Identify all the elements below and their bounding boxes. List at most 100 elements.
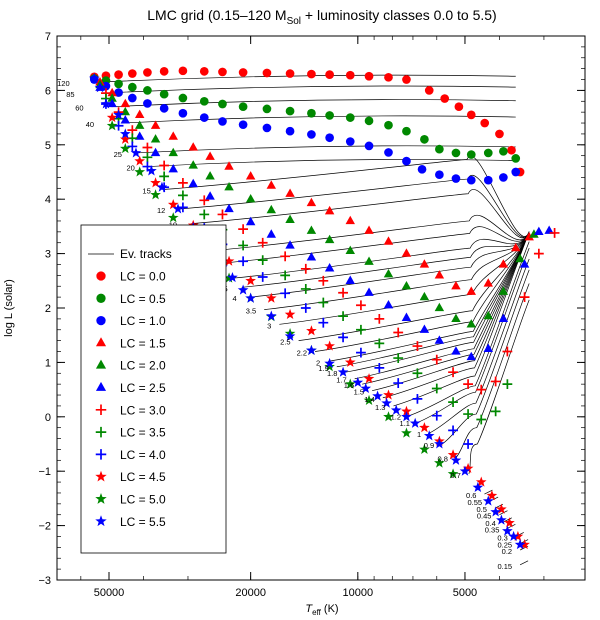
data-point bbox=[285, 106, 295, 116]
y-tick-label: 1 bbox=[45, 357, 51, 369]
data-point bbox=[199, 195, 210, 206]
data-point bbox=[356, 347, 366, 358]
evolutionary-track bbox=[191, 189, 530, 239]
data-point bbox=[257, 237, 268, 248]
data-point bbox=[435, 144, 444, 154]
y-tick-label: 2 bbox=[45, 303, 51, 315]
data-point bbox=[307, 130, 316, 139]
data-point bbox=[143, 86, 152, 95]
legend-label: LC = 2.5 bbox=[120, 381, 166, 395]
data-point bbox=[300, 284, 311, 294]
data-point bbox=[511, 167, 521, 177]
data-point bbox=[533, 248, 544, 259]
data-point bbox=[120, 115, 131, 124]
data-point bbox=[318, 317, 329, 328]
evolutionary-track bbox=[393, 231, 530, 407]
data-point bbox=[338, 332, 348, 343]
mass-label: 2.5 bbox=[280, 338, 290, 347]
data-point bbox=[280, 270, 291, 281]
data-point bbox=[420, 135, 429, 144]
data-point bbox=[257, 272, 268, 282]
data-point bbox=[499, 146, 508, 156]
data-point bbox=[345, 113, 355, 122]
data-point bbox=[199, 209, 210, 220]
legend-marker bbox=[95, 470, 107, 482]
data-point bbox=[381, 397, 392, 408]
data-point bbox=[383, 411, 394, 422]
data-point bbox=[364, 116, 374, 126]
data-point bbox=[325, 70, 334, 79]
legend-label: LC = 0.5 bbox=[120, 292, 166, 306]
data-point bbox=[266, 180, 277, 189]
legend-marker bbox=[95, 493, 107, 504]
data-point bbox=[344, 356, 356, 367]
data-point bbox=[344, 378, 356, 389]
data-point bbox=[114, 88, 123, 97]
data-point bbox=[150, 177, 161, 188]
data-point bbox=[134, 166, 146, 177]
evolutionary-track bbox=[97, 74, 516, 83]
data-point bbox=[168, 164, 178, 173]
data-point bbox=[245, 275, 256, 286]
mass-label: 0.5 bbox=[476, 505, 486, 514]
data-point bbox=[120, 98, 131, 108]
data-point bbox=[143, 99, 152, 108]
data-point bbox=[127, 69, 137, 78]
data-point bbox=[352, 376, 364, 388]
mass-label: 2 bbox=[316, 358, 320, 367]
data-point bbox=[285, 126, 295, 136]
data-point bbox=[142, 142, 153, 153]
data-point bbox=[544, 225, 554, 234]
y-tick-label: −3 bbox=[38, 575, 51, 587]
legend-label: LC = 3.5 bbox=[120, 426, 166, 440]
data-point bbox=[519, 292, 530, 303]
data-point bbox=[364, 225, 374, 234]
data-point bbox=[238, 256, 249, 267]
evolutionary-track bbox=[264, 231, 530, 310]
mass-label: 20 bbox=[127, 164, 135, 173]
x-tick-label: 5000 bbox=[453, 587, 477, 599]
data-point bbox=[338, 287, 348, 298]
data-point bbox=[534, 226, 544, 235]
data-point bbox=[107, 98, 117, 108]
data-point bbox=[188, 160, 198, 169]
x-tick-label: 20000 bbox=[235, 587, 266, 599]
data-point bbox=[205, 171, 215, 180]
evolutionary-track bbox=[372, 231, 530, 392]
data-point bbox=[383, 300, 394, 309]
evolutionary-track bbox=[455, 283, 530, 458]
y-tick-label: −1 bbox=[38, 466, 51, 478]
data-markers bbox=[88, 66, 560, 550]
data-point bbox=[356, 300, 366, 311]
data-point bbox=[318, 297, 329, 308]
data-point bbox=[364, 71, 374, 81]
data-point bbox=[100, 98, 112, 109]
data-point bbox=[401, 248, 412, 257]
data-point bbox=[324, 234, 335, 244]
data-point bbox=[417, 164, 427, 174]
evolutionary-track bbox=[328, 231, 530, 362]
data-point bbox=[490, 376, 501, 387]
data-point bbox=[284, 308, 296, 320]
series-5 bbox=[95, 82, 554, 361]
data-point bbox=[423, 430, 435, 441]
data-point bbox=[285, 69, 295, 78]
data-point bbox=[265, 292, 277, 303]
data-point bbox=[447, 449, 459, 460]
mass-label: 0.6 bbox=[466, 491, 476, 500]
data-point bbox=[119, 133, 131, 144]
mass-label: 0.9 bbox=[424, 441, 434, 450]
mass-label: 0.4 bbox=[485, 519, 495, 528]
data-point bbox=[178, 190, 188, 201]
evolutionary-track bbox=[135, 145, 516, 154]
data-point bbox=[412, 341, 423, 351]
data-point bbox=[106, 112, 118, 123]
chart-title: LMC grid (0.15–120 MSol + luminosity cla… bbox=[147, 7, 496, 27]
data-point bbox=[384, 120, 393, 130]
data-point bbox=[466, 175, 476, 185]
data-point bbox=[159, 67, 169, 76]
data-point bbox=[356, 324, 366, 335]
mass-label: 0.35 bbox=[485, 525, 500, 534]
mass-label: 1.2 bbox=[391, 413, 401, 422]
